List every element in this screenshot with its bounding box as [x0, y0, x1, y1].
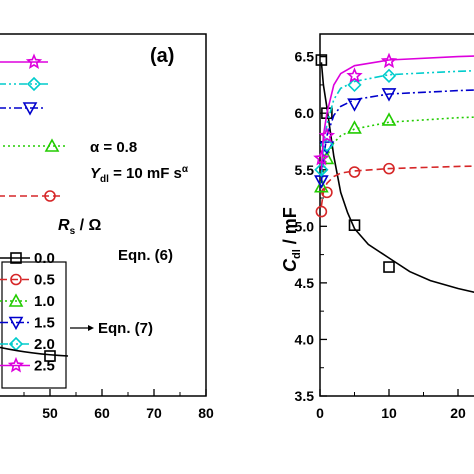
- left-x-tick-label: 50: [42, 405, 58, 421]
- series-point: [314, 179, 329, 193]
- legend-marker: [8, 316, 24, 331]
- right-series: [313, 52, 474, 294]
- panel-label: (a): [150, 45, 174, 67]
- series-point: [347, 98, 362, 112]
- legend-label: 1.0: [34, 293, 55, 310]
- legend-marker: [7, 356, 25, 373]
- right-y-tick-label: 4.0: [295, 331, 315, 347]
- series-2.0: [314, 68, 474, 177]
- series-point: [383, 162, 395, 175]
- series-point: [381, 112, 397, 126]
- right-x-tick-label: 10: [381, 405, 397, 421]
- series-point: [315, 54, 328, 66]
- left-x-tick-label: 60: [94, 405, 110, 421]
- left-curve-marker: [44, 350, 56, 362]
- left-upper-legend: [0, 53, 66, 202]
- left-legend: 0.00.51.01.52.02.5: [0, 250, 55, 375]
- series-point: [314, 162, 329, 177]
- right-y-tick-label: 5.5: [295, 162, 315, 178]
- series-point: [380, 52, 398, 69]
- upper-legend-marker: [44, 138, 60, 152]
- left-x-ticks: 50 60 70 80: [23, 389, 214, 421]
- left-curve-line: [0, 346, 69, 357]
- legend-label: 1.5: [34, 315, 55, 332]
- right-y-tick-label: 6.5: [295, 49, 315, 65]
- series-0.5: [315, 162, 474, 218]
- eqn7-label: Eqn. (7): [98, 320, 153, 337]
- right-y-tick-label: 5.0: [295, 218, 315, 234]
- right-y-ticks: 3.5 4.0 4.5 5.0 5.5 6.0 6.5: [295, 49, 327, 404]
- series-0.0: [315, 54, 474, 294]
- right-y-tick-label: 6.0: [295, 105, 315, 121]
- series-1.5: [314, 88, 474, 189]
- legend-title: Rs / Ω: [58, 217, 101, 237]
- series-line: [320, 89, 474, 184]
- left-curve-fragment: [0, 346, 69, 362]
- eqn6-label: Eqn. (6): [118, 247, 173, 264]
- legend-label: 2.0: [34, 336, 55, 353]
- series-point: [383, 261, 395, 273]
- right-y-axis-label: Cdl / mF: [280, 207, 303, 272]
- series-point: [315, 205, 328, 218]
- left-panel: 50 60 70 80 (a) α = 0.8 Ydl = 10 mF sα Rs /…: [0, 33, 214, 421]
- series-point: [318, 127, 336, 143]
- series-line: [320, 69, 474, 176]
- series-point: [348, 166, 361, 178]
- series-2.5: [313, 52, 474, 170]
- series-line: [320, 116, 474, 193]
- left-x-tick-label: 80: [198, 405, 214, 421]
- series-point: [347, 120, 362, 134]
- legend-marker: [10, 273, 22, 286]
- upper-legend-marker: [22, 102, 38, 116]
- alpha-annotation: α = 0.8: [90, 139, 137, 156]
- series-line: [320, 55, 474, 170]
- upper-legend-marker: [25, 53, 43, 70]
- series-line: [320, 165, 474, 207]
- right-x-ticks: 0 10 20: [316, 389, 466, 421]
- series-point: [319, 150, 335, 165]
- eqn7-arrowhead: [88, 325, 94, 331]
- right-y-tick-label: 3.5: [295, 388, 315, 404]
- series-point: [381, 68, 397, 83]
- upper-legend-marker: [44, 190, 56, 202]
- legend-marker: [10, 252, 22, 264]
- left-x-tick-label: 70: [146, 405, 162, 421]
- series-point: [347, 77, 362, 93]
- legend-label: 0.0: [34, 250, 55, 267]
- right-y-tick-label: 4.5: [295, 275, 315, 291]
- right-x-tick-label: 0: [316, 405, 324, 421]
- left-plot-frame: [0, 33, 207, 397]
- series-point: [313, 149, 330, 166]
- ydl-annotation: Ydl = 10 mF sα: [90, 164, 189, 185]
- series-point: [346, 67, 363, 83]
- series-point: [381, 88, 397, 102]
- right-plot-frame: [319, 33, 474, 397]
- legend-marker: [8, 293, 24, 307]
- legend-box: [1, 261, 67, 389]
- series-line: [320, 62, 474, 294]
- series-point: [348, 219, 361, 231]
- upper-legend-marker: [26, 76, 42, 92]
- right-x-tick-label: 20: [450, 405, 466, 421]
- legend-label: 0.5: [34, 272, 55, 289]
- right-panel: 3.5 4.0 4.5 5.0 5.5 6.0 6.5 0 10 20 Cdl / mF: [280, 33, 474, 421]
